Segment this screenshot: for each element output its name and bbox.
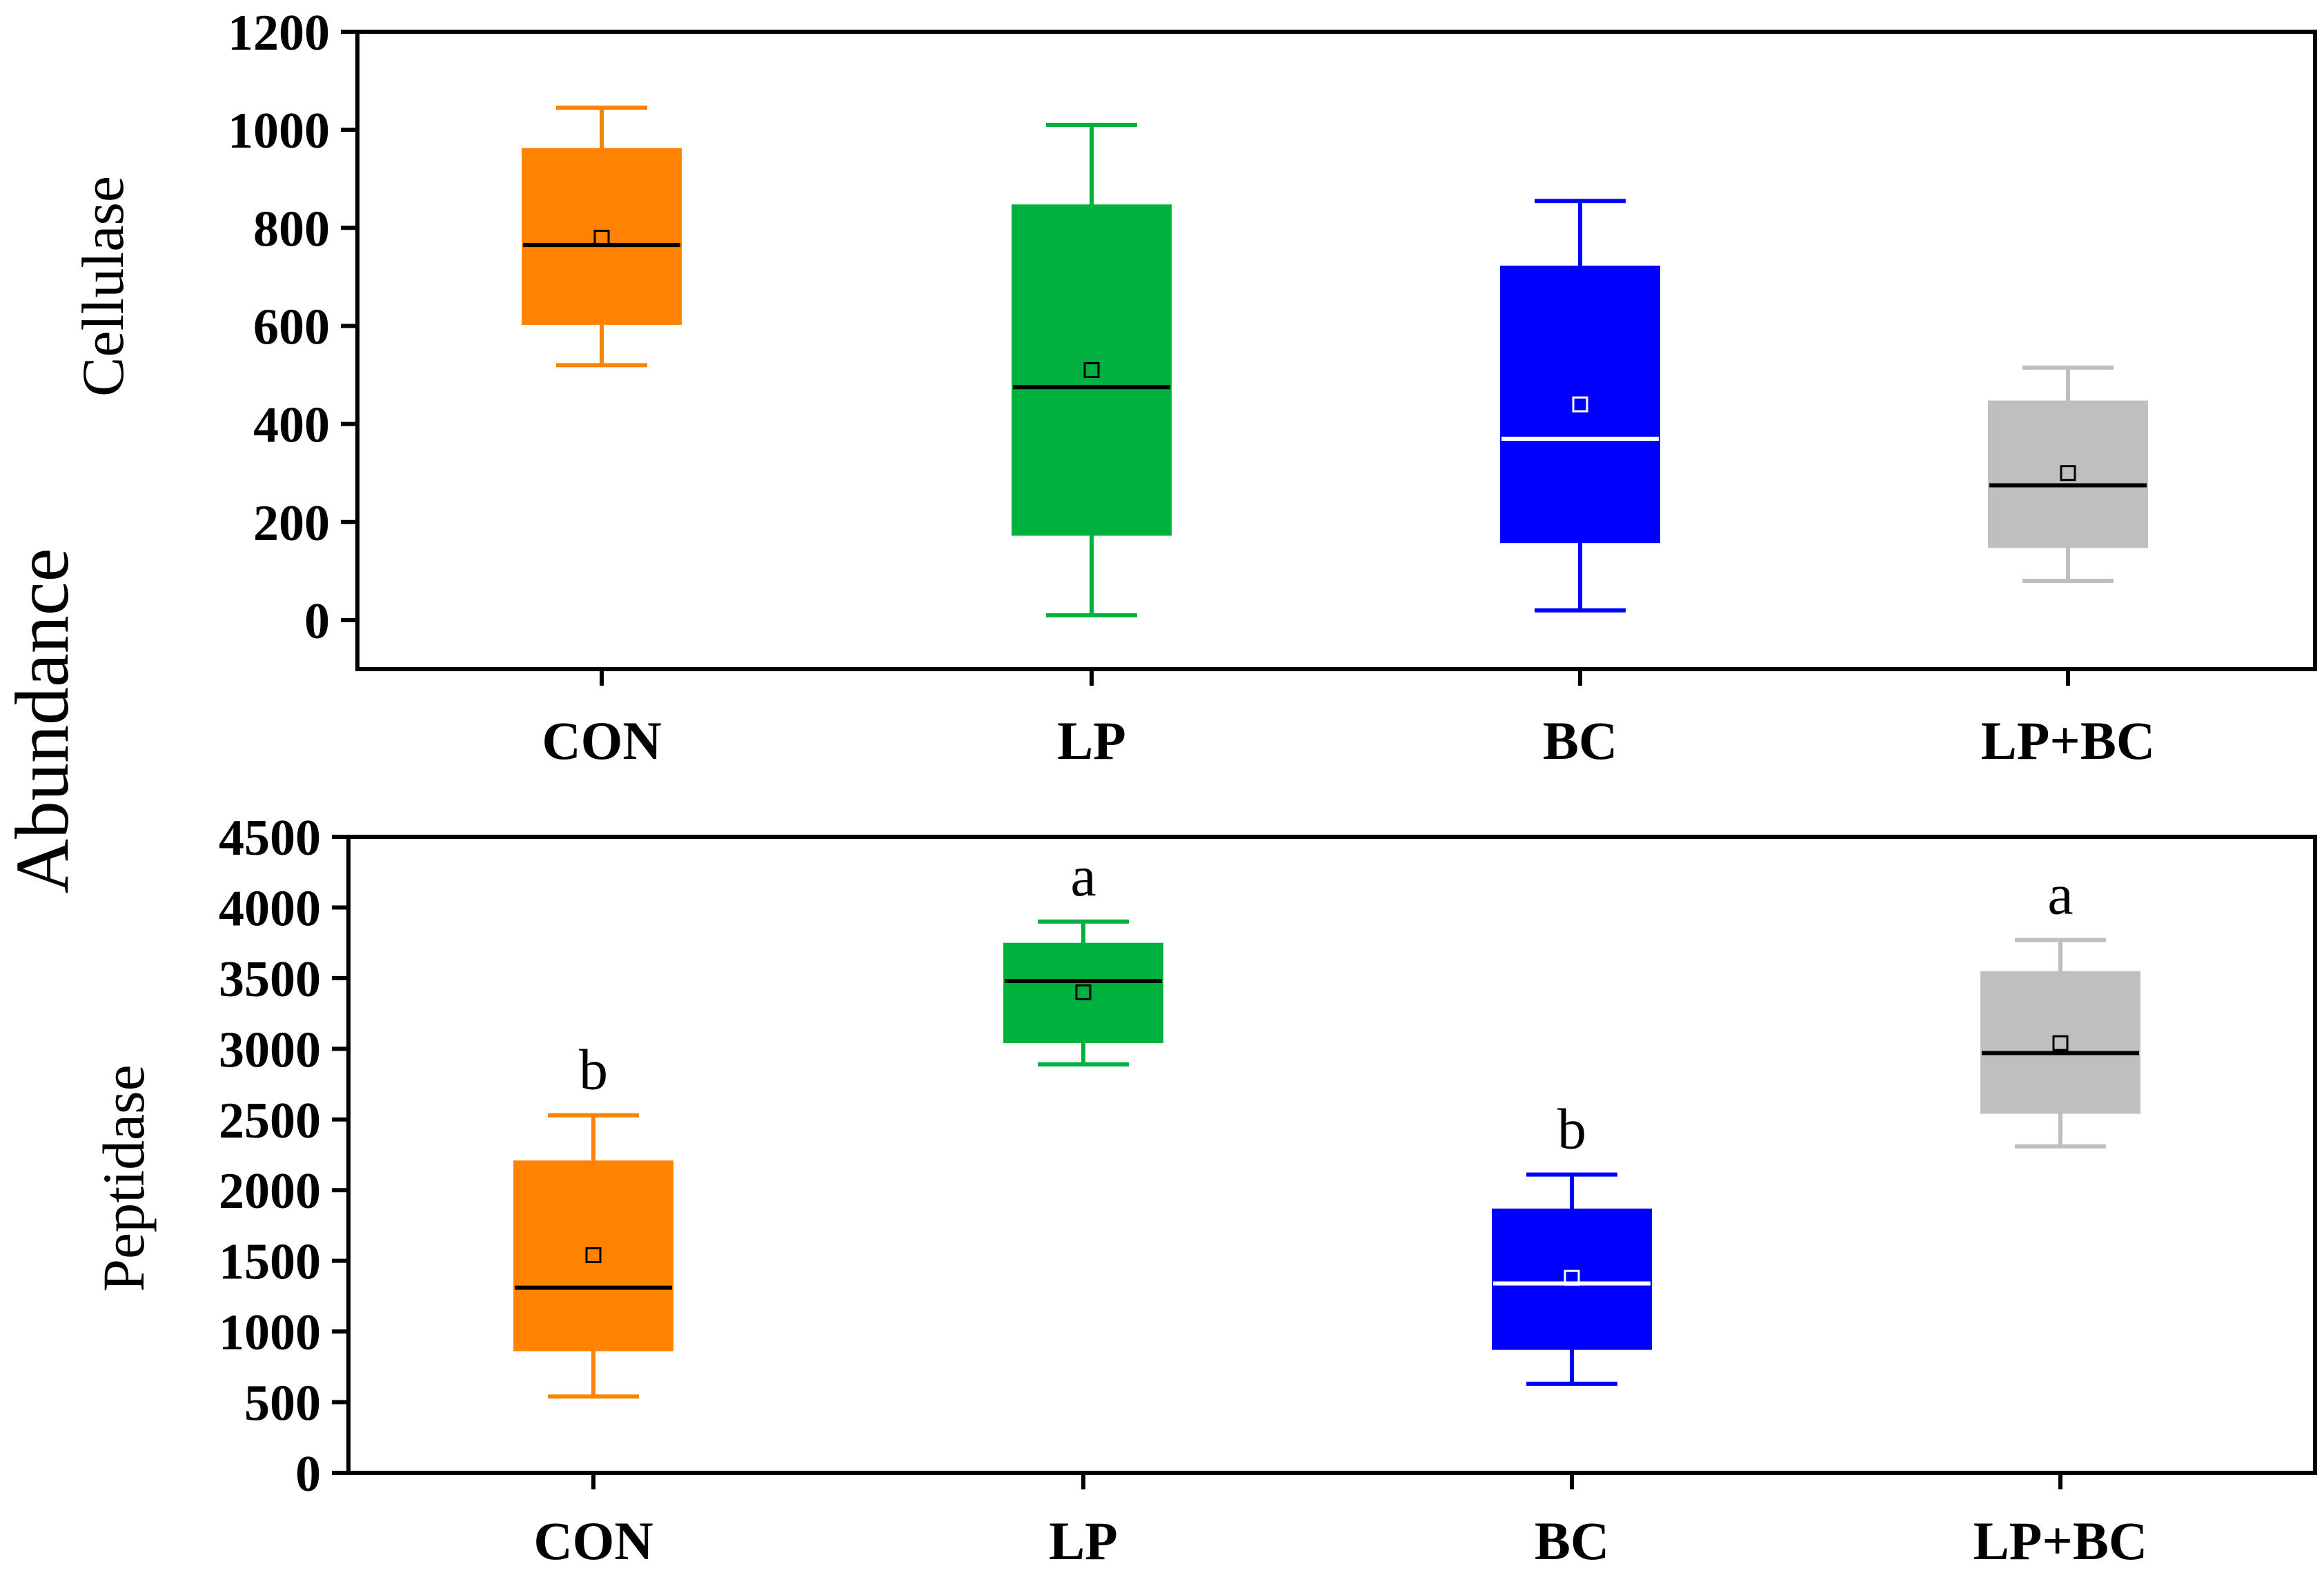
mean-marker-lp-bc bbox=[2052, 1035, 2069, 1051]
y-tick-label: 500 bbox=[244, 1376, 321, 1432]
y-tick-label: 0 bbox=[295, 1446, 321, 1502]
mean-marker-lp bbox=[1083, 361, 1100, 378]
box-con bbox=[513, 1160, 673, 1351]
sig-letter-bc: b bbox=[1557, 1098, 1586, 1162]
x-tick-label-lp: LP bbox=[1057, 711, 1126, 771]
x-tick-label-con: CON bbox=[533, 1511, 653, 1571]
box-lp-bc bbox=[1988, 400, 2148, 548]
y-tick-label: 800 bbox=[253, 201, 330, 257]
box-con bbox=[522, 148, 682, 325]
mean-marker-con bbox=[593, 230, 610, 246]
plot-frame bbox=[355, 30, 2317, 671]
y-tick-label: 4000 bbox=[219, 880, 321, 937]
sig-letter-lp: a bbox=[1070, 844, 1096, 909]
x-tick-label-bc: BC bbox=[1543, 711, 1617, 771]
y-tick-label: 1200 bbox=[228, 5, 330, 61]
y-tick-label: 3000 bbox=[219, 1022, 321, 1078]
x-tick-label-bc: BC bbox=[1535, 1511, 1609, 1571]
y-tick-label: 0 bbox=[304, 593, 330, 650]
x-tick-label-lp-bc: LP+BC bbox=[1981, 711, 2155, 771]
box-lp bbox=[1003, 942, 1163, 1044]
y-tick-label: 400 bbox=[253, 397, 330, 454]
x-tick-label-lp: LP bbox=[1049, 1511, 1118, 1571]
box-lp bbox=[1012, 204, 1172, 536]
mean-marker-bc bbox=[1572, 396, 1588, 413]
mean-marker-lp-bc bbox=[2060, 465, 2076, 482]
y-tick-label: 1500 bbox=[219, 1234, 321, 1291]
y-tick-label: 3500 bbox=[219, 951, 321, 1008]
sig-letter-con: b bbox=[579, 1038, 608, 1102]
box-bc bbox=[1500, 266, 1660, 544]
y-tick-label: 4500 bbox=[219, 810, 321, 866]
mean-marker-lp bbox=[1075, 984, 1092, 1000]
sig-letter-lp-bc: a bbox=[2047, 863, 2073, 927]
box-bc bbox=[1492, 1208, 1652, 1350]
y-tick-label: 2000 bbox=[219, 1163, 321, 1220]
plot-frame bbox=[346, 835, 2317, 1475]
mean-marker-con bbox=[585, 1247, 602, 1263]
mean-marker-bc bbox=[1564, 1269, 1580, 1286]
y-axis-label: Peptidase bbox=[90, 1064, 157, 1292]
y-tick-label: 2500 bbox=[219, 1093, 321, 1149]
y-tick-label: 600 bbox=[253, 299, 330, 355]
cellulase-panel: 0 200 400 600 800 1000 1200 Cellulase CON LP BC LP+… bbox=[70, 5, 2317, 771]
peptidase-panel: 0 500 1000 1500 2000 2500 3000 3500 4000 4500 Pept… bbox=[90, 810, 2317, 1571]
x-tick-label-con: CON bbox=[542, 711, 661, 771]
y-tick-label: 200 bbox=[253, 495, 330, 552]
y-tick-label: 1000 bbox=[228, 103, 330, 159]
y-axis-label: Cellulase bbox=[70, 176, 136, 397]
y-tick-label: 1000 bbox=[219, 1305, 321, 1361]
x-tick-label-lp-bc: LP+BC bbox=[1973, 1511, 2147, 1571]
box-lp-bc bbox=[1980, 971, 2140, 1114]
y-axis-main-label: Abundance bbox=[0, 548, 84, 894]
